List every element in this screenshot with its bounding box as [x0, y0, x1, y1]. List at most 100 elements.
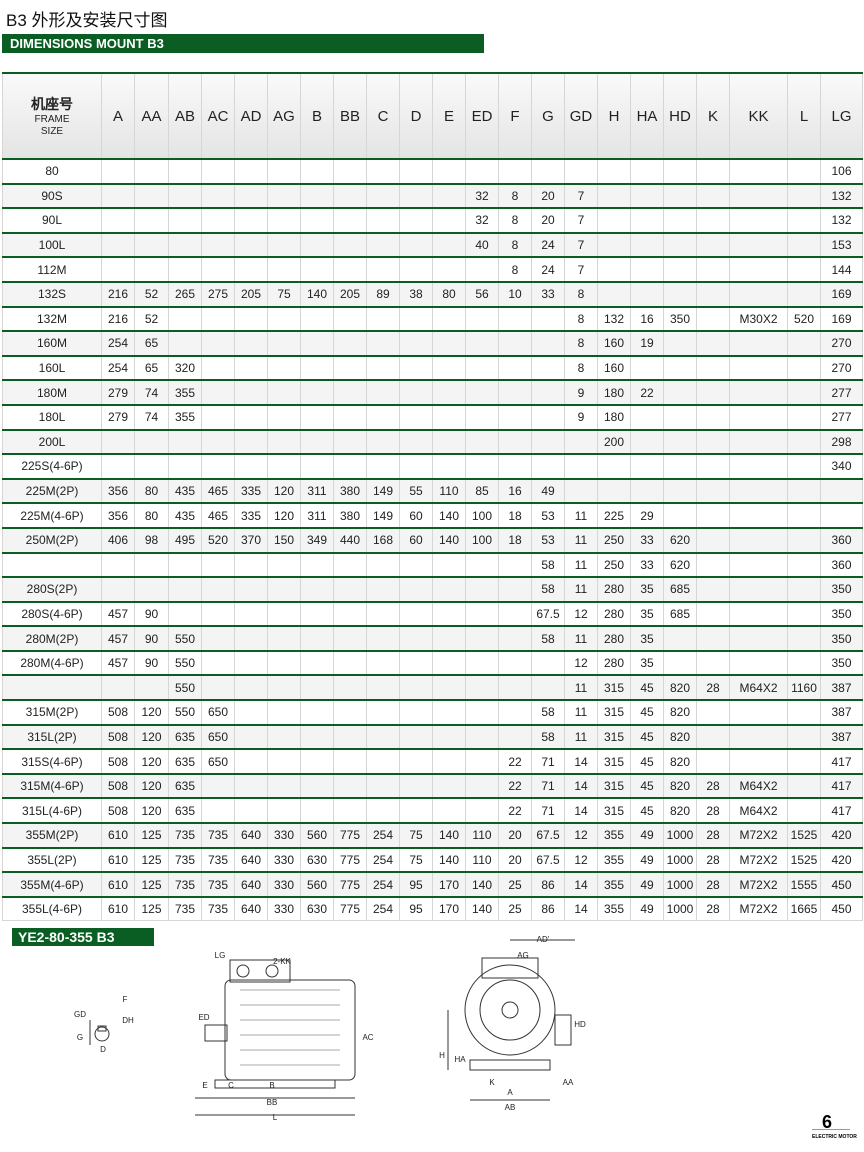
table-cell	[729, 281, 788, 308]
table-row: 58 11 250 33 620 360	[2, 552, 863, 578]
table-cell: 7	[564, 183, 598, 209]
table-cell: 550	[168, 674, 202, 701]
table-cell: 735	[201, 822, 235, 849]
table-cell	[696, 625, 730, 652]
table-cell	[168, 256, 202, 283]
table-cell: 33	[630, 552, 664, 578]
table-cell: 635	[168, 797, 202, 824]
column-header: ED	[465, 72, 499, 160]
table-cell: 275	[201, 281, 235, 308]
table-cell	[300, 552, 334, 578]
page-caption: ELECTRIC MOTOR	[812, 1134, 857, 1140]
table-cell: 125	[134, 822, 169, 849]
table-cell	[366, 773, 400, 799]
table-cell: 75	[399, 822, 433, 849]
table-cell: 56	[465, 281, 499, 308]
table-cell	[201, 674, 235, 701]
table-cell: 435	[168, 502, 202, 529]
table-cell: 1525	[787, 847, 821, 873]
table-cell	[432, 207, 466, 234]
table-cell: 349	[300, 527, 334, 553]
table-cell	[696, 748, 730, 775]
table-cell	[729, 724, 788, 750]
table-cell: 610	[101, 822, 135, 849]
table-cell: 417	[820, 773, 863, 799]
column-header: BB	[333, 72, 367, 160]
column-header: AB	[168, 72, 202, 160]
table-cell	[366, 207, 400, 234]
table-cell: 350	[820, 601, 863, 627]
table-cell: 350	[663, 306, 697, 332]
table-cell	[333, 183, 367, 209]
table-cell	[696, 478, 730, 504]
table-row: 180M 279 74 355 9 180 22 277	[2, 379, 863, 406]
table-cell: 340	[820, 453, 863, 480]
table-cell: 254	[101, 355, 135, 381]
table-cell: 1160	[787, 674, 821, 701]
table-cell: 75	[267, 281, 301, 308]
table-cell	[787, 650, 821, 676]
drawing-label: HA	[454, 1055, 466, 1064]
table-cell	[168, 552, 202, 578]
table-cell: 420	[820, 847, 863, 873]
table-cell: 640	[234, 847, 268, 873]
table-cell: 140	[300, 281, 334, 308]
table-cell	[696, 552, 730, 578]
table-cell: 335	[234, 478, 268, 504]
table-cell	[366, 256, 400, 283]
table-cell	[201, 429, 235, 455]
table-cell	[201, 207, 235, 234]
table-cell: 635	[168, 724, 202, 750]
table-cell	[465, 429, 499, 455]
table-cell	[729, 552, 788, 578]
table-cell: 1665	[787, 896, 821, 922]
table-cell	[696, 724, 730, 750]
table-cell: 7	[564, 207, 598, 234]
table-cell	[630, 453, 664, 480]
table-cell	[498, 601, 532, 627]
drawing-label: G	[77, 1033, 83, 1042]
table-cell: 508	[101, 748, 135, 775]
table-cell: 153	[820, 232, 863, 258]
table-cell: 22	[498, 773, 532, 799]
table-cell	[787, 502, 821, 529]
table-row: 160M 254 65 8 160 19 270	[2, 330, 863, 357]
table-cell: 735	[201, 847, 235, 873]
table-cell: 1000	[663, 871, 697, 898]
table-cell: 110	[465, 847, 499, 873]
table-cell: 8	[564, 330, 598, 357]
table-cell	[729, 502, 788, 529]
table-cell	[787, 552, 821, 578]
table-cell	[729, 601, 788, 627]
table-cell: 315	[597, 773, 631, 799]
table-cell: 457	[101, 601, 135, 627]
table-cell	[465, 306, 499, 332]
table-cell: 495	[168, 527, 202, 553]
table-cell: 58	[531, 552, 565, 578]
table-cell: 11	[564, 674, 598, 701]
shaft	[204, 1024, 228, 1042]
table-cell	[234, 797, 268, 824]
table-cell	[787, 699, 821, 726]
column-header: F	[498, 72, 532, 160]
table-cell: 520	[787, 306, 821, 332]
table-cell: 775	[333, 896, 367, 922]
column-header: LG	[820, 72, 863, 160]
table-cell: 417	[820, 748, 863, 775]
table-cell: 58	[531, 576, 565, 603]
table-cell: 280M(4-6P)	[2, 650, 102, 676]
table-cell	[663, 207, 697, 234]
table-cell: 80	[134, 478, 169, 504]
table-row: 280M(4-6P) 457 90 550 12 280 35 350	[2, 650, 863, 676]
table-cell: 315M(4-6P)	[2, 773, 102, 799]
table-cell	[787, 478, 821, 504]
table-cell: 169	[820, 306, 863, 332]
table-cell	[300, 724, 334, 750]
table-cell	[300, 183, 334, 209]
table-row: 315S(4-6P) 508 120 635 650 22 71 14 315 45 820 417	[2, 748, 863, 775]
table-cell: 635	[168, 748, 202, 775]
table-cell: 355	[168, 379, 202, 406]
table-cell: 132	[820, 183, 863, 209]
table-cell	[630, 429, 664, 455]
